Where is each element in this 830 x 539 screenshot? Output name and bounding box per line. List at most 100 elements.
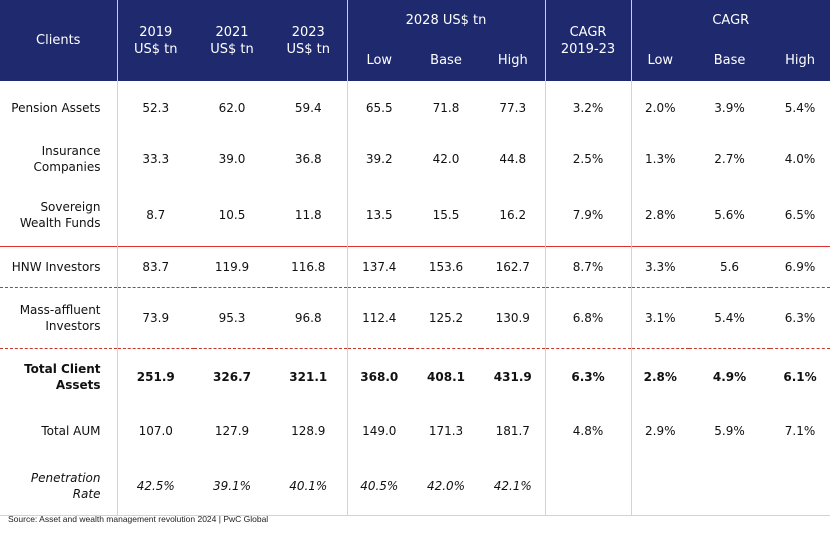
table-cell: 59.4 <box>294 100 322 115</box>
table-row-mass-affluent-investors: Mass-affluent Investors 73.9 95.3 96.8 112.4 1… <box>0 287 830 349</box>
row-label: Insurance Companies <box>33 144 101 174</box>
table-cell: 127.9 <box>214 424 250 438</box>
table-cell: 6.8% <box>544 287 632 349</box>
table-cell: 6.3% <box>770 287 830 349</box>
row-label: Total Client Assets <box>0 348 117 405</box>
table-cell: 3.3% <box>630 246 690 288</box>
table-cell: 2.7% <box>714 152 745 166</box>
header-2023: 2023 US$ tn <box>270 0 347 81</box>
header-cagr-base: Base <box>689 40 771 81</box>
table-cell: 2.0% <box>630 81 690 134</box>
table-cell: 125.2 <box>411 287 481 349</box>
header-2021: 2021 US$ tn <box>194 0 270 81</box>
table-cell: 5.4% <box>784 100 816 115</box>
table-cell: 65.5 <box>346 81 411 134</box>
header-cagr-2019-23: CAGR 2019-23 <box>544 0 632 81</box>
header-2019: 2019 US$ tn <box>116 0 194 81</box>
row-label: Total AUM <box>41 424 101 438</box>
header-2028-low: Low <box>346 40 411 81</box>
header-2028-group: 2028 US$ tn <box>346 0 546 40</box>
table-cell: 162.7 <box>481 246 546 288</box>
table-row-insurance-companies: Insurance Companies 33.3 39.0 36.8 39.2 42.0 44… <box>0 134 830 184</box>
table-cell: 10.5 <box>218 208 246 222</box>
table-cell: 6.1% <box>770 348 830 405</box>
table-cell: 4.9% <box>689 348 771 405</box>
table-cell: 39.0 <box>218 152 246 166</box>
table-cell: 42.0% <box>411 457 481 516</box>
table-cell: 3.2% <box>544 81 632 134</box>
row-label: Pension Assets <box>11 100 101 115</box>
table-cell: 39.2 <box>346 134 411 184</box>
table-cell: 36.8 <box>294 152 322 166</box>
table-row-hnw-investors: HNW Investors 83.7 119.9 116.8 137.4 153.6 162… <box>0 246 830 288</box>
table-cell: 107.0 <box>116 405 194 457</box>
table-row-penetration-rate: Penetration Rate 42.5% 39.1% 40.1% 40.5% 42.0%… <box>0 457 830 516</box>
table-cell: 116.8 <box>270 246 347 288</box>
table-cell: 368.0 <box>346 348 411 405</box>
table-row-total-aum: Total AUM 107.0 127.9 128.9 149.0 171.3 181.7 4… <box>0 405 830 457</box>
table-cell: 83.7 <box>116 246 194 288</box>
table-cell: 6.3% <box>544 348 632 405</box>
table-cell: 6.5% <box>784 208 816 222</box>
table-cell: 4.8% <box>544 405 632 457</box>
table-cell: 119.9 <box>194 246 270 288</box>
table-cell: 2.9% <box>630 405 690 457</box>
client-assets-table: Clients 2019 US$ tn 2021 US$ tn 2023 US$ tn… <box>0 0 830 516</box>
table-cell: 5.4% <box>689 287 771 349</box>
table-cell: 42.0 <box>432 152 460 166</box>
table-cell: 5.9% <box>714 424 745 438</box>
table-cell: 71.8 <box>432 100 460 115</box>
header-cagr-group: CAGR <box>630 0 830 40</box>
table-cell <box>544 457 632 516</box>
table-cell: 42.5% <box>116 457 194 516</box>
table-cell: 16.2 <box>499 208 527 222</box>
table-cell: 3.9% <box>714 100 745 115</box>
table-cell <box>770 457 830 516</box>
table-cell: 4.0% <box>784 152 816 166</box>
table-cell: 153.6 <box>411 246 481 288</box>
table-cell: 181.7 <box>495 424 530 438</box>
table-cell: 2.8% <box>630 348 690 405</box>
table-cell: 251.9 <box>116 348 194 405</box>
table-cell: 112.4 <box>346 287 411 349</box>
header-2028-base: Base <box>411 40 481 81</box>
table-cell: 15.5 <box>432 208 460 222</box>
table-cell: 62.0 <box>218 100 246 115</box>
header-cagr-high: High <box>770 40 830 81</box>
table-cell: 77.3 <box>499 100 527 115</box>
table-cell: 6.9% <box>770 246 830 288</box>
table-row-sovereign-wealth-funds: Sovereign Wealth Funds 8.7 10.5 11.8 13.5 15.5… <box>0 184 830 247</box>
header-2028-high: High <box>481 40 546 81</box>
table-cell: 13.5 <box>346 184 411 247</box>
table-cell: 326.7 <box>194 348 270 405</box>
table-cell: 11.8 <box>294 208 322 222</box>
table-cell: 7.1% <box>784 424 816 438</box>
table-cell: 5.6 <box>689 246 771 288</box>
table-cell: 137.4 <box>346 246 411 288</box>
header-clients: Clients <box>0 0 117 81</box>
row-label: HNW Investors <box>0 246 117 288</box>
table-cell: 33.3 <box>116 134 194 184</box>
table-cell: 73.9 <box>116 287 194 349</box>
row-label: Sovereign Wealth Funds <box>19 200 101 230</box>
table-row-pension-assets: Pension Assets 52.3 62.0 59.4 65.5 71.8 77.3 3.… <box>0 81 830 134</box>
table-cell: 408.1 <box>411 348 481 405</box>
table-cell: 2.8% <box>630 184 690 247</box>
table-cell <box>689 457 771 516</box>
table-cell: 44.8 <box>499 152 527 166</box>
table-cell: 171.3 <box>428 424 464 438</box>
table-cell: 149.0 <box>346 405 411 457</box>
table-cell: 130.9 <box>481 287 546 349</box>
table-cell: 96.8 <box>270 287 347 349</box>
table-cell: 40.1% <box>270 457 347 516</box>
table-cell: 42.1% <box>481 457 546 516</box>
table-cell: 7.9% <box>544 184 632 247</box>
table-cell: 321.1 <box>270 348 347 405</box>
table-cell: 8.7% <box>544 246 632 288</box>
row-label: Penetration Rate <box>0 457 117 516</box>
table-cell: 39.1% <box>194 457 270 516</box>
header-cagr-low: Low <box>630 40 690 81</box>
table-cell: 40.5% <box>346 457 411 516</box>
table-cell: 128.9 <box>291 424 326 438</box>
table-row-total-client-assets: Total Client Assets 251.9 326.7 321.1 368.0 40… <box>0 348 830 405</box>
